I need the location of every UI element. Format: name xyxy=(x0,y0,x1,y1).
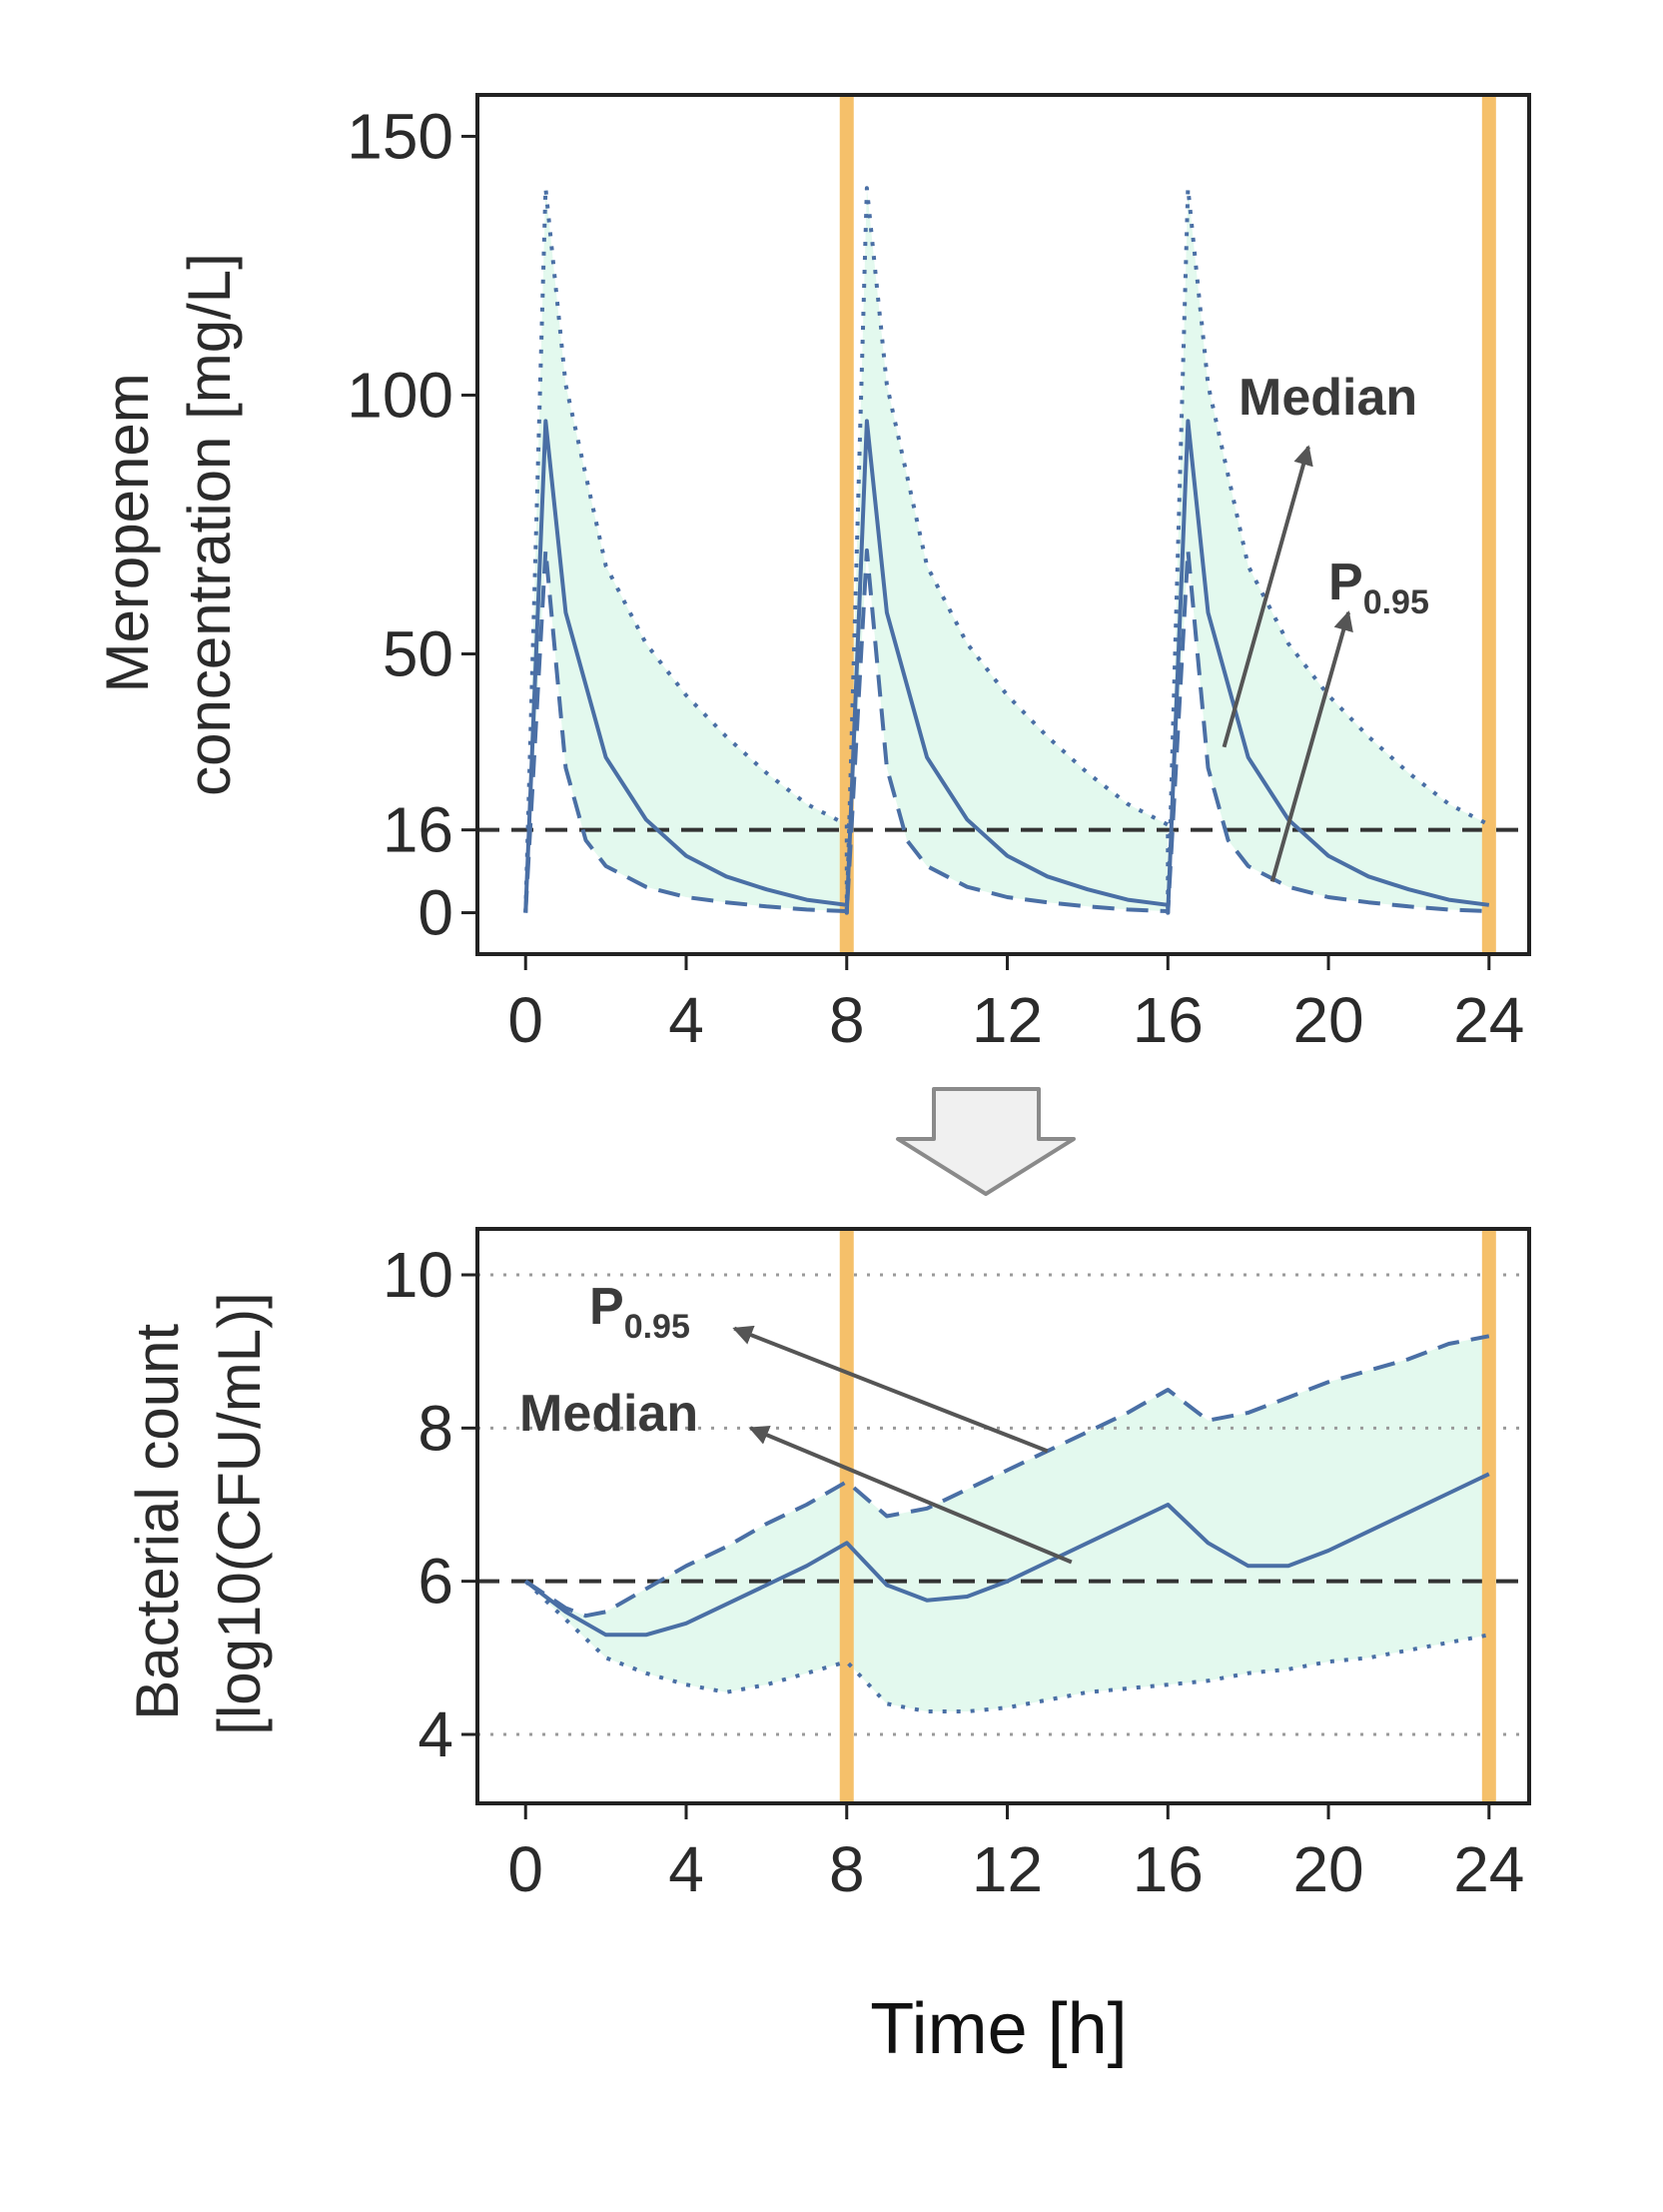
bacterial-count-series-Median xyxy=(523,1472,1490,1638)
concentration-y-tick-label: 0 xyxy=(417,877,453,949)
concentration-y-axis-title: Meropenem concentration [mg/L] xyxy=(94,253,243,796)
bacterial-count-x-tick-label: 20 xyxy=(1292,1833,1363,1905)
bacterial-count-x-tick-label: 24 xyxy=(1453,1833,1524,1905)
concentration-p95-label: P0.95 xyxy=(1328,553,1429,621)
concentration-axis-ticks: 0 4 8 12 16 20 24 0 16 50 100 150 xyxy=(347,100,1524,1056)
bacterial-count-plot-frame xyxy=(475,1227,1531,1805)
bacterial-count-series-P095 xyxy=(524,1334,1490,1619)
bacterial-count-annotations: P0.95 Median xyxy=(519,1278,1073,1565)
concentration-x-tick-label: 0 xyxy=(507,984,543,1056)
concentration-panel: 0 4 8 12 16 20 24 0 16 50 100 150 Meropenem concent… xyxy=(94,93,1531,1056)
concentration-series-P095 xyxy=(523,186,1490,915)
bacterial-count-y-tick-label: 8 xyxy=(417,1392,453,1464)
concentration-plot-frame xyxy=(475,93,1531,956)
concentration-x-tick-label: 4 xyxy=(668,984,704,1056)
concentration-band xyxy=(525,188,1489,913)
concentration-series-Median xyxy=(523,419,1490,915)
down-arrow-icon xyxy=(896,1087,1076,1196)
bacterial-count-plot-area xyxy=(477,1229,1529,1803)
bacterial-count-x-tick-label: 8 xyxy=(829,1833,865,1905)
concentration-median-label: Median xyxy=(1239,369,1417,427)
concentration-x-tick-label: 8 xyxy=(829,984,865,1056)
bacterial-count-x-tick-label: 12 xyxy=(972,1833,1043,1905)
bacterial-count-annotation-arrow xyxy=(748,1426,1073,1565)
concentration-annotations: Median P0.95 xyxy=(1222,369,1429,883)
bacterial-count-y-tick-label: 4 xyxy=(417,1698,453,1770)
bacterial-count-median-label: Median xyxy=(519,1385,698,1443)
concentration-x-tick-label: 16 xyxy=(1133,984,1204,1056)
bacterial-count-band xyxy=(525,1336,1489,1711)
time-x-axis-title: Time [h] xyxy=(870,1989,1127,2069)
concentration-annotation-arrow xyxy=(1269,610,1353,883)
bacterial-count-x-tick-label: 16 xyxy=(1133,1833,1204,1905)
bacterial-count-y-tick-label: 6 xyxy=(417,1546,453,1618)
bacterial-count-y-tick-label: 10 xyxy=(383,1239,453,1311)
concentration-y-tick-label: 16 xyxy=(383,794,453,866)
concentration-series-P005 xyxy=(523,548,1489,915)
bacterial-count-x-tick-label: 0 xyxy=(507,1833,543,1905)
concentration-annotation-arrow xyxy=(1222,445,1313,748)
concentration-x-tick-label: 24 xyxy=(1453,984,1524,1056)
concentration-x-tick-label: 12 xyxy=(972,984,1043,1056)
concentration-plot-area xyxy=(477,95,1529,954)
bacterial-count-y-axis-title: Bacterial count [log10(CFU/mL)] xyxy=(124,1292,273,1734)
concentration-y-tick-label: 100 xyxy=(347,359,453,431)
bacterial-count-x-tick-label: 4 xyxy=(668,1833,704,1905)
bacterial-count-annotation-arrow xyxy=(732,1325,1049,1454)
concentration-x-tick-label: 20 xyxy=(1292,984,1363,1056)
concentration-y-tick-label: 50 xyxy=(383,618,453,690)
concentration-y-tick-label: 150 xyxy=(347,100,453,172)
bacterial-count-p95-label: P0.95 xyxy=(589,1278,690,1346)
